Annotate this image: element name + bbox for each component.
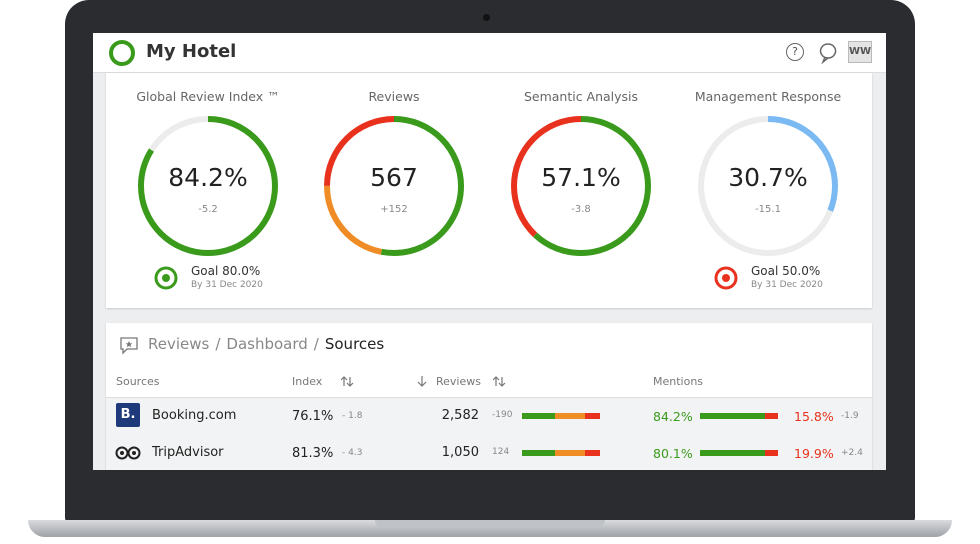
metric-change: -3.8 xyxy=(571,204,591,215)
reviews-icon xyxy=(120,337,138,355)
help-button[interactable]: ? xyxy=(786,43,804,61)
metric-change: +152 xyxy=(380,204,408,215)
reviews-change: -190 xyxy=(492,410,513,420)
metric-change: -5.2 xyxy=(198,204,218,215)
goal-icon xyxy=(714,266,738,290)
goal-dot xyxy=(722,274,730,282)
hotel-name: My Hotel xyxy=(146,41,237,62)
owl-pupil xyxy=(132,451,136,455)
positive-mentions: 80.1% xyxy=(653,446,693,461)
breadcrumb-item[interactable]: Reviews xyxy=(148,335,210,353)
metric-ring xyxy=(138,116,278,256)
goal-icon xyxy=(154,266,178,290)
mini-bar-segment xyxy=(555,450,585,456)
camera xyxy=(483,14,490,21)
metric-ring xyxy=(698,116,838,256)
source-name: TripAdvisor xyxy=(152,445,224,460)
column-header: Index xyxy=(292,375,323,388)
ring-segment xyxy=(698,116,838,256)
metric-title: Reviews xyxy=(368,89,420,104)
goal-date: By 31 Dec 2020 xyxy=(751,280,823,290)
reviews-change: 124 xyxy=(492,447,510,457)
owl-pupil xyxy=(120,451,124,455)
laptop-base xyxy=(28,520,952,537)
mentions-change: -1.9 xyxy=(841,411,859,421)
column-header: Mentions xyxy=(653,375,704,388)
goal-text: Goal 50.0% xyxy=(751,264,821,278)
mini-bar-segment xyxy=(700,450,765,456)
source-icon xyxy=(115,446,141,460)
ring-segment xyxy=(511,116,651,256)
breadcrumb-separator: / xyxy=(215,335,221,353)
top-bar: My Hotel ? WW xyxy=(93,33,886,73)
metric-title: Global Review Index ™ xyxy=(136,89,280,104)
breadcrumb-item: Sources xyxy=(324,335,385,353)
negative-mentions: 15.8% xyxy=(794,409,834,424)
metric-ring xyxy=(324,116,464,256)
metric-value: 30.7% xyxy=(728,163,808,192)
ring-segment xyxy=(324,116,464,256)
mini-bar-segment xyxy=(522,450,555,456)
metric-title: Semantic Analysis xyxy=(523,89,639,104)
goal-ring xyxy=(714,266,738,290)
metric-title: Management Response xyxy=(694,89,842,104)
positive-mentions: 84.2% xyxy=(653,409,693,424)
mini-bar-segment xyxy=(522,413,555,419)
index-change: - 4.3 xyxy=(342,448,363,458)
mini-bar-segment xyxy=(765,413,778,419)
source-name: Booking.com xyxy=(152,408,237,423)
mentions-change: +2.4 xyxy=(841,448,863,458)
sort-icons xyxy=(340,376,506,387)
metric-value: 567 xyxy=(370,163,418,192)
mini-bar-segment xyxy=(765,450,778,456)
metric-value: 57.1% xyxy=(541,163,621,192)
goal-date: By 31 Dec 2020 xyxy=(191,280,263,290)
goal-ring xyxy=(154,266,178,290)
metric-ring xyxy=(511,116,651,256)
screen: My Hotel ? WW Global Review Index ™ 84.2%… xyxy=(93,33,886,470)
metric-change: -15.1 xyxy=(755,204,781,215)
user-avatar[interactable]: WW xyxy=(848,41,872,63)
sources-card: Reviews / Dashboard / Sources Sources Index Re… xyxy=(106,323,872,470)
column-header: Sources xyxy=(116,375,160,388)
metrics-card: Global Review Index ™ 84.2% -5.2 Goal 80.0%… xyxy=(106,73,872,308)
ring-segment xyxy=(324,116,464,256)
index-value: 81.3% xyxy=(292,446,334,461)
index-value: 76.1% xyxy=(292,409,334,424)
breadcrumb-separator: / xyxy=(313,335,319,353)
logo xyxy=(109,40,135,66)
mini-bar-segment xyxy=(585,450,600,456)
index-change: - 1.8 xyxy=(342,411,363,421)
mini-bar-segment xyxy=(700,413,765,419)
reviews-value: 2,582 xyxy=(441,408,479,423)
ring-segment xyxy=(138,116,278,256)
notch xyxy=(375,520,605,527)
owl-eye xyxy=(127,446,141,460)
source-icon: B. xyxy=(116,403,140,427)
column-header: Reviews xyxy=(436,375,481,388)
mini-bar-segment xyxy=(585,413,600,419)
reviews-value: 1,050 xyxy=(441,445,479,460)
negative-mentions: 19.9% xyxy=(794,446,834,461)
goal-dot xyxy=(162,274,170,282)
breadcrumb: Reviews / Dashboard / Sources xyxy=(148,335,384,353)
mini-bar-segment xyxy=(555,413,585,419)
goal-text: Goal 80.0% xyxy=(191,264,261,278)
chat-button[interactable] xyxy=(818,42,838,64)
breadcrumb-item[interactable]: Dashboard xyxy=(226,335,308,353)
ring-segment xyxy=(324,116,464,256)
metric-value: 84.2% xyxy=(168,163,248,192)
